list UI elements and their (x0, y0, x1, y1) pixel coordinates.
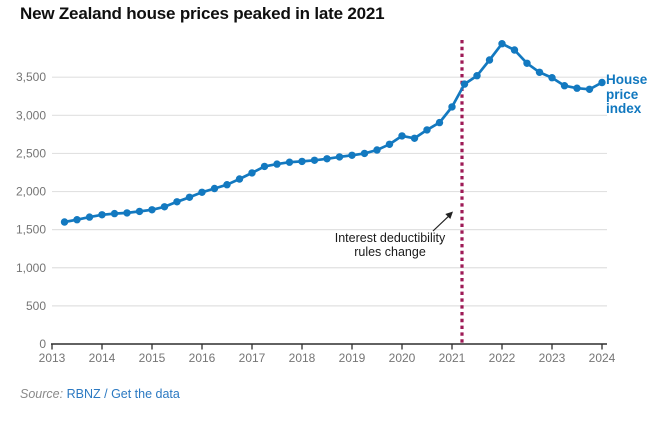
x-tick-label: 2022 (489, 351, 516, 365)
source-separator: / (104, 387, 108, 401)
data-point (548, 74, 556, 82)
event-annotation-line2: rules change (354, 244, 426, 259)
source-org-link[interactable]: RBNZ (66, 387, 101, 401)
event-annotation: Interest deductibility rules change (310, 231, 470, 259)
event-annotation-line1: Interest deductibility (334, 231, 446, 245)
data-point (248, 169, 256, 177)
data-point (473, 72, 481, 80)
x-tick-label: 2013 (39, 351, 66, 365)
y-tick-label: 3,500 (16, 70, 46, 84)
data-point (523, 59, 531, 67)
source-line: Source: RBNZ / Get the data (20, 387, 180, 401)
data-point (348, 151, 356, 159)
data-point (60, 218, 69, 226)
data-point (148, 206, 156, 214)
y-tick-label: 0 (39, 337, 46, 351)
get-the-data-link[interactable]: Get the data (111, 387, 180, 401)
data-point (210, 184, 219, 193)
annotation-arrow (432, 215, 449, 232)
data-point (560, 82, 569, 90)
price-line (63, 42, 604, 224)
data-point (273, 160, 281, 168)
y-tick-label: 2,000 (16, 185, 46, 199)
data-point (423, 126, 431, 134)
data-point (73, 216, 81, 224)
x-tick-label: 2016 (189, 351, 216, 365)
data-point (223, 181, 231, 189)
data-point (360, 149, 369, 158)
x-tick-label: 2019 (339, 351, 366, 365)
chart-title: New Zealand house prices peaked in late … (20, 4, 385, 23)
y-tick-label: 1,000 (16, 261, 46, 275)
data-point (123, 209, 131, 217)
data-point (185, 193, 194, 201)
data-point (598, 78, 606, 87)
data-point (335, 153, 344, 161)
data-point (310, 156, 319, 164)
data-point (198, 188, 206, 196)
data-point (235, 175, 244, 183)
data-point (160, 203, 169, 211)
data-point (485, 56, 494, 64)
data-point (285, 158, 294, 166)
x-tick-label: 2024 (589, 351, 616, 365)
data-point (585, 85, 594, 94)
data-point (435, 118, 444, 127)
data-point (110, 209, 119, 218)
series-label: House price index (606, 72, 648, 116)
x-tick-label: 2014 (89, 351, 116, 365)
data-point (510, 46, 519, 54)
data-point (448, 103, 456, 111)
y-tick-label: 3,000 (16, 108, 46, 122)
data-point (398, 132, 406, 140)
x-tick-label: 2023 (539, 351, 566, 365)
data-point (135, 207, 144, 216)
x-tick-label: 2021 (439, 351, 466, 365)
data-point (173, 198, 181, 206)
data-point (85, 213, 94, 221)
x-tick-label: 2015 (139, 351, 166, 365)
x-tick-label: 2018 (289, 351, 316, 365)
plot-area: 0 500 1,000 1,500 2,000 2,500 3,000 3,500 2013 20… (16, 40, 616, 365)
data-point (460, 80, 469, 88)
x-tick-label: 2020 (389, 351, 416, 365)
data-point (573, 84, 581, 92)
data-point (298, 157, 306, 166)
data-point (323, 155, 331, 163)
x-tick-label: 2017 (239, 351, 266, 365)
y-tick-label: 500 (26, 299, 46, 313)
data-point (98, 211, 106, 219)
annotation-arrowhead (445, 211, 453, 219)
data-point (385, 140, 394, 148)
data-point (535, 68, 544, 77)
data-point (410, 134, 419, 142)
y-tick-label: 1,500 (16, 223, 46, 237)
data-point (498, 40, 506, 48)
data-point (260, 162, 269, 171)
y-tick-label: 2,500 (16, 146, 46, 160)
data-point (373, 146, 381, 154)
source-prefix: Source: (20, 387, 64, 401)
